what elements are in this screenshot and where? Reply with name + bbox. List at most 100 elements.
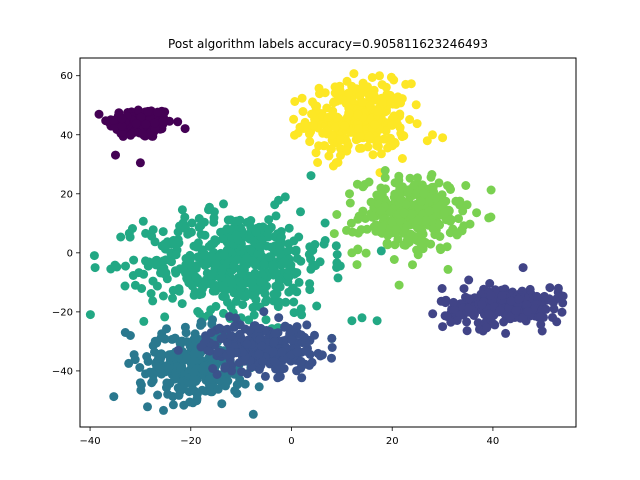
data-point [181,268,190,278]
data-point [354,124,363,134]
data-point [522,300,532,310]
data-point [305,137,315,147]
data-point [355,132,365,142]
data-point [148,276,158,286]
data-point [151,260,161,270]
data-point [248,303,258,313]
data-point [143,356,153,366]
data-point [194,214,204,223]
data-point [443,181,452,191]
data-point [374,135,384,145]
data-point [230,322,240,331]
data-point [435,243,445,253]
y-tick-label: 20 [60,189,73,200]
data-point [89,251,99,261]
data-point [461,181,471,190]
data-point [270,357,280,367]
data-point [399,131,409,141]
x-tick-label: 0 [288,436,294,447]
data-point [417,180,427,190]
data-point [269,289,279,299]
data-point [284,223,294,233]
data-point [150,237,160,247]
data-point [257,341,267,351]
data-point [168,285,178,295]
data-point [198,284,207,294]
data-point [431,193,441,203]
y-tick-label: 60 [60,71,73,82]
data-point [305,285,315,295]
data-point [124,358,134,368]
data-point [390,178,400,188]
data-point [217,264,227,274]
data-point [358,98,368,107]
data-point [465,219,475,229]
data-point [129,255,139,265]
data-point [158,265,167,275]
data-point [187,218,197,228]
data-point [143,402,152,412]
data-point [518,313,528,323]
data-point [219,199,228,209]
data-point [160,244,170,254]
data-point [364,131,374,141]
data-point [342,225,351,235]
data-point [203,345,213,355]
data-point [424,206,434,216]
data-point [356,225,366,235]
data-point [298,107,308,116]
data-point [376,246,386,256]
data-point [308,245,318,255]
y-axis: −40 −20 0 20 40 60 [52,71,80,377]
data-point [405,173,415,183]
y-tick-label: 0 [67,248,73,259]
data-point [328,106,338,116]
data-point [232,216,242,226]
data-point [211,259,221,269]
data-point [499,317,509,327]
data-point [90,263,100,273]
data-point [336,151,345,160]
data-point [327,353,336,363]
data-point [328,161,338,171]
data-point [258,357,268,366]
data-point [394,280,404,290]
data-point [335,261,345,271]
data-point [211,286,221,296]
data-point [277,347,287,357]
data-point [271,268,281,278]
data-point [438,322,448,332]
data-point [274,297,284,307]
data-point [397,154,407,163]
data-point [312,101,322,111]
data-point [284,245,294,255]
data-point [191,272,201,282]
data-point [455,196,465,206]
data-point [547,296,557,306]
data-point [244,326,254,336]
data-point [189,335,199,345]
data-point [110,260,120,270]
data-point [111,150,120,160]
data-point [130,280,140,290]
data-point [207,269,217,279]
data-point [117,121,127,131]
data-point [353,109,363,119]
data-point [485,279,495,288]
data-point [435,232,445,241]
data-point [158,227,168,237]
data-point [304,360,314,370]
data-point [405,115,415,124]
data-point [375,71,384,81]
data-point [138,216,148,226]
data-point [399,240,409,250]
data-point [377,222,387,231]
data-point [141,228,151,238]
cluster-3 [85,171,386,343]
data-point [380,166,390,175]
data-point [139,269,149,279]
data-point [136,385,146,395]
data-point [332,210,342,219]
data-point [223,376,233,386]
data-point [428,309,438,319]
